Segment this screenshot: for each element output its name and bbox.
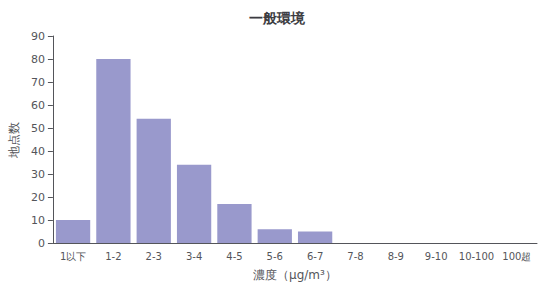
svg-text:一般環境: 一般環境: [249, 10, 306, 26]
svg-text:40: 40: [31, 145, 45, 158]
svg-text:90: 90: [31, 30, 45, 43]
svg-text:100超: 100超: [502, 251, 531, 262]
svg-text:80: 80: [31, 53, 45, 66]
svg-text:8-9: 8-9: [388, 251, 404, 262]
svg-text:7-8: 7-8: [347, 251, 363, 262]
svg-text:9-10: 9-10: [425, 251, 448, 262]
svg-text:地点数: 地点数: [7, 122, 21, 159]
svg-text:60: 60: [31, 99, 45, 112]
svg-text:1-2: 1-2: [105, 251, 121, 262]
svg-text:20: 20: [31, 191, 45, 204]
svg-text:濃度（μg/m³）: 濃度（μg/m³）: [253, 268, 337, 282]
svg-text:10-100: 10-100: [459, 251, 494, 262]
svg-text:4-5: 4-5: [226, 251, 242, 262]
svg-text:10: 10: [31, 214, 45, 227]
svg-text:3-4: 3-4: [186, 251, 202, 262]
svg-text:2-3: 2-3: [146, 251, 162, 262]
svg-text:50: 50: [31, 122, 45, 135]
svg-text:0: 0: [38, 237, 45, 250]
svg-text:70: 70: [31, 76, 45, 89]
svg-text:1以下: 1以下: [60, 251, 86, 262]
svg-text:6-7: 6-7: [307, 251, 323, 262]
svg-text:30: 30: [31, 168, 45, 181]
svg-text:5-6: 5-6: [267, 251, 283, 262]
